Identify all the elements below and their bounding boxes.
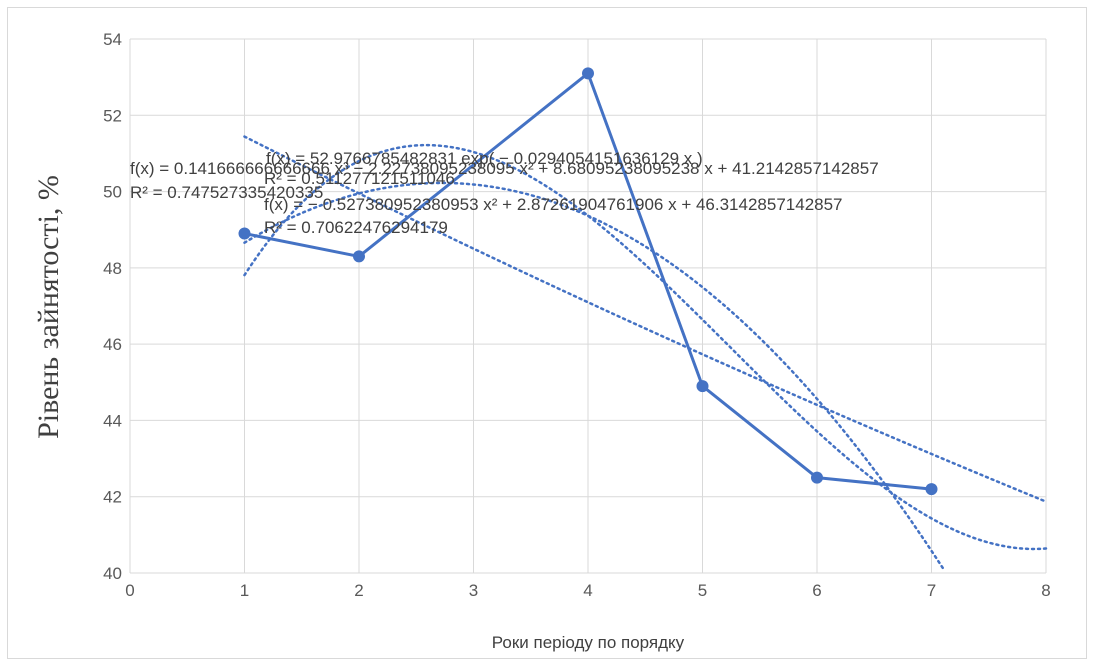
- data-point: [811, 471, 823, 484]
- x-tick-label: 0: [125, 581, 134, 600]
- x-tick-label: 4: [583, 581, 592, 600]
- x-tick-label: 2: [354, 581, 363, 600]
- y-tick-label: 50: [103, 183, 122, 202]
- annotation-exp-r2: R² = 0.511277121511046: [264, 169, 455, 188]
- grid-layer: [129, 38, 1047, 574]
- series-layer: [238, 67, 938, 496]
- y-tick-label: 40: [103, 564, 122, 583]
- trendline-polynomial-2: [243, 181, 945, 570]
- y-tick-label: 44: [103, 411, 122, 430]
- x-tick-label: 3: [469, 581, 478, 600]
- trendline-exponential-0: [243, 135, 1048, 503]
- x-axis-label: Роки періоду по порядку: [492, 633, 685, 652]
- data-point: [925, 483, 938, 496]
- annotation-cubic-r2: R² = 0.747527335420335: [130, 183, 323, 202]
- y-tick-label: 48: [103, 259, 122, 278]
- annotation-cubic-equation: f(x) = 0.141666666666666 x³ − 2.22738095…: [130, 159, 879, 178]
- data-point: [238, 227, 251, 240]
- y-tick-label: 54: [103, 30, 122, 49]
- annotation-quadratic-r2: R² = 0.70622476294179: [264, 218, 448, 237]
- x-tick-label: 8: [1041, 581, 1050, 600]
- x-tick-label: 6: [812, 581, 821, 600]
- series-line: [244, 71, 932, 491]
- y-tick-label: 42: [103, 488, 122, 507]
- y-axis-label: Рівень зайнятості, %: [32, 175, 65, 439]
- data-point: [696, 380, 709, 393]
- trendline-polynomial-1: [243, 143, 1048, 551]
- x-tick-label: 5: [698, 581, 707, 600]
- annotation-quadratic-equation: f(x) = − 0.527380952380953 x² + 2.872619…: [264, 195, 843, 214]
- data-point: [353, 250, 365, 263]
- x-tick-label: 7: [927, 581, 936, 600]
- annotation-exp-equation: f(x) = 52.9766785482831 exp( − 0.0294054…: [266, 149, 703, 168]
- tick-label-layer: 40 42 44 46 48 50 52 54 0 1 2 3 4 5 6 7 8: [103, 30, 1051, 600]
- y-tick-label: 46: [103, 335, 122, 354]
- x-tick-label: 1: [240, 581, 249, 600]
- trendline-layer: [243, 135, 1048, 570]
- data-point: [582, 67, 594, 80]
- y-tick-label: 52: [103, 106, 122, 125]
